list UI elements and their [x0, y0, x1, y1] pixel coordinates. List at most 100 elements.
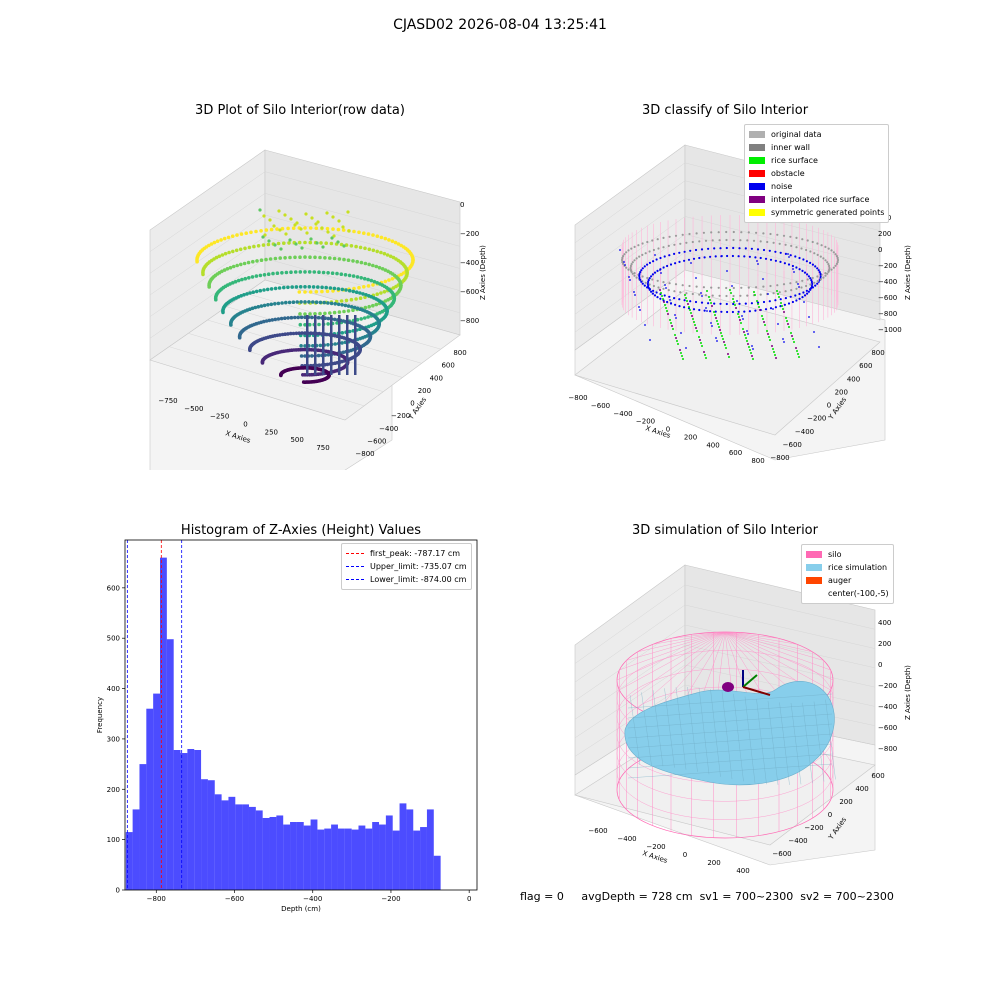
raw-wall-strip: [338, 315, 341, 375]
classify-point: [834, 264, 837, 267]
classify-point: [811, 286, 814, 289]
simulation-z-tick-label: 400: [878, 619, 891, 627]
raw-x-tick-label: 500: [290, 436, 303, 444]
classify-point: [790, 244, 793, 247]
raw-point: [383, 268, 388, 272]
classify-y-tick-label: 200: [835, 388, 848, 396]
classify-point: [717, 231, 720, 234]
raw-point: [326, 343, 330, 347]
classify-point: [746, 294, 749, 297]
classify-point: [694, 248, 698, 252]
histogram-bar: [139, 764, 147, 890]
classify-point: [738, 247, 741, 250]
raw-point: [262, 214, 266, 218]
classify-point: [643, 284, 646, 287]
classify-point: [685, 297, 687, 299]
classify-point: [769, 307, 773, 310]
raw-point: [314, 300, 319, 304]
classify-point: [647, 286, 650, 289]
raw-point: [341, 228, 346, 232]
classify-point: [647, 279, 650, 282]
classify-point: [727, 353, 729, 355]
raw-point: [251, 290, 256, 294]
raw-point: [303, 315, 307, 320]
classify-point: [633, 272, 636, 275]
raw-point: [332, 234, 336, 238]
classify-point: [656, 296, 659, 299]
classify-point: [726, 310, 729, 314]
classify-x-tick-label: −400: [613, 410, 632, 418]
classify-point: [801, 269, 804, 272]
classify-point: [807, 290, 810, 293]
classify-point: [711, 305, 713, 307]
classify-point: [665, 287, 667, 289]
classify-point: [638, 274, 641, 278]
classify-point: [693, 321, 695, 323]
histogram-bar: [160, 557, 167, 890]
classify-point: [640, 280, 643, 283]
raw-point: [303, 240, 307, 245]
raw-point: [366, 232, 371, 236]
raw-point: [335, 321, 339, 325]
raw-point: [367, 324, 371, 329]
classify-point: [778, 296, 780, 298]
histogram-y-tick-label: 400: [107, 685, 120, 693]
classify-point: [657, 286, 660, 289]
mesh-line: [627, 713, 833, 729]
classify-point: [663, 255, 666, 258]
classify-point: [654, 254, 656, 256]
classify-point: [756, 260, 758, 262]
raw-point: [349, 297, 354, 302]
raw-point: [223, 251, 228, 256]
classify-point: [669, 299, 671, 301]
raw-z-tick-label: −600: [460, 288, 479, 296]
classify-point: [761, 315, 763, 317]
classify-point: [783, 303, 786, 306]
raw-point: [308, 240, 313, 245]
classify-point: [660, 272, 662, 274]
raw-point: [366, 277, 370, 282]
raw-point: [280, 271, 284, 275]
raw-y-tick-label: −800: [355, 450, 374, 458]
classify-point: [769, 232, 772, 236]
simulation-x-tick-label: −200: [646, 843, 665, 851]
classify-point: [656, 238, 659, 241]
raw-point: [258, 273, 263, 278]
raw-point: [328, 311, 332, 315]
raw-point: [344, 298, 349, 303]
classify-point: [630, 247, 633, 250]
raw-point: [375, 312, 379, 316]
classify-point: [798, 256, 801, 260]
classify-point: [817, 269, 820, 272]
classify-point: [651, 273, 654, 276]
classify-point: [695, 285, 698, 288]
raw-y-tick-label: −600: [367, 437, 386, 445]
classify-point: [635, 276, 638, 279]
classify-point: [802, 291, 805, 294]
classify-point: [675, 337, 677, 339]
histogram-x-tick-label: −800: [147, 895, 166, 903]
raw-point: [252, 244, 256, 249]
simulation-legend: silo rice simulation auger center(-100,-…: [801, 544, 894, 604]
classify-point: [769, 258, 773, 261]
classify-point: [638, 306, 640, 308]
histogram-bar: [248, 806, 256, 890]
raw-point: [299, 300, 303, 304]
classify-point: [816, 242, 819, 245]
raw-point: [347, 288, 352, 293]
raw-point: [283, 316, 287, 320]
raw-point: [355, 275, 360, 279]
classify-point: [814, 284, 817, 287]
classify-point: [783, 262, 786, 265]
classify-point: [629, 266, 632, 270]
classify-point: [764, 308, 768, 311]
classify-point: [647, 284, 650, 288]
histogram-reference-lines: [126, 540, 183, 890]
raw-point: [269, 287, 274, 291]
raw-point: [236, 278, 241, 283]
classify-point: [792, 338, 794, 340]
classify-point: [644, 252, 647, 255]
raw-y-tick-label: 400: [430, 374, 443, 382]
classify-point: [692, 257, 696, 260]
classify-point: [816, 282, 819, 285]
